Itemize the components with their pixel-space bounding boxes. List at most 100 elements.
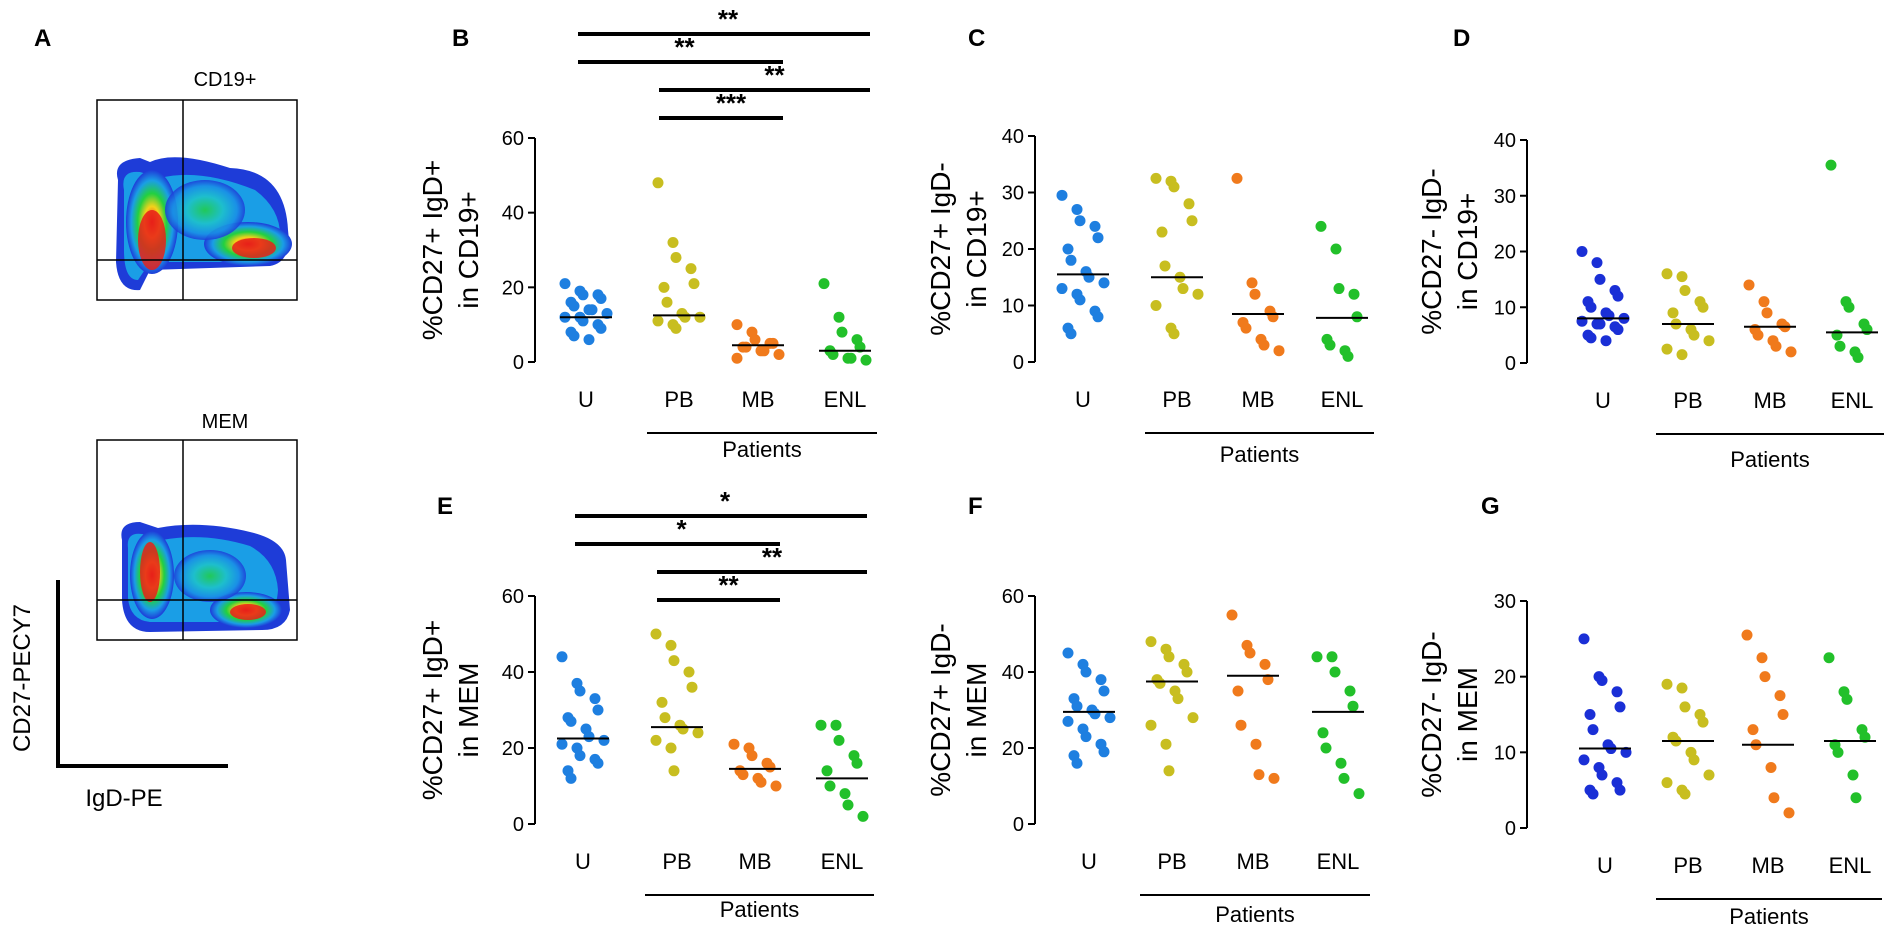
y-tick-label: 40: [502, 662, 524, 684]
y-tick-label: 40: [1494, 130, 1516, 152]
category-label-enl: ENL: [1829, 853, 1872, 878]
data-point-enl: [1843, 301, 1855, 313]
data-point-u: [1065, 254, 1077, 266]
y-axis-label-line: in CD19+: [1452, 193, 1483, 311]
flow-title-mem: MEM: [202, 411, 249, 433]
category-label-mb: MB: [1754, 388, 1787, 413]
panel-d: D 0 10 20 30 40 %CD27- IgD-in CD19+ U PB MB ENL Pat…: [1416, 25, 1884, 472]
data-point-u: [1104, 712, 1116, 724]
data-point-enl: [1338, 772, 1350, 784]
data-point-mb: [1268, 772, 1280, 784]
category-label-enl: ENL: [1321, 387, 1364, 412]
panel-label-c: C: [968, 25, 985, 52]
data-point-u: [568, 300, 580, 312]
data-point-pb: [1145, 719, 1157, 731]
y-tick-label: 40: [502, 203, 524, 225]
panel-label-a: A: [34, 25, 51, 52]
data-point-enl: [1861, 324, 1873, 336]
category-label-mb: MB: [739, 849, 772, 874]
data-point-u: [598, 734, 610, 746]
data-point-pb: [1168, 181, 1180, 193]
data-point-u: [1600, 335, 1612, 347]
data-point-u: [1080, 666, 1092, 678]
data-point-u: [1612, 290, 1624, 302]
data-point-enl: [1832, 746, 1844, 758]
data-point-mb: [1774, 690, 1786, 702]
data-point-pb: [1661, 343, 1673, 355]
data-point-pb: [670, 322, 682, 334]
data-point-pb: [668, 765, 680, 777]
data-point-u: [1591, 257, 1603, 269]
flow-x-axis-label: IgD-PE: [85, 785, 162, 812]
data-point-pb: [1661, 268, 1673, 280]
category-label-mb: MB: [742, 387, 775, 412]
y-tick-label: 30: [1494, 186, 1516, 208]
data-point-u: [1612, 324, 1624, 336]
data-point-u: [1576, 315, 1588, 327]
data-point-u: [1080, 731, 1092, 743]
y-tick-label: 30: [1494, 591, 1516, 613]
category-label-pb: PB: [1673, 388, 1702, 413]
data-point-u: [1596, 769, 1608, 781]
data-point-mb: [731, 319, 743, 331]
data-point-u: [1098, 277, 1110, 289]
data-point-u: [1578, 754, 1590, 766]
data-point-u: [1584, 709, 1596, 720]
y-axis-label-line: in CD19+: [453, 191, 484, 309]
data-point-pb: [650, 628, 662, 640]
data-point-pb: [679, 311, 691, 323]
data-point-pb: [1156, 226, 1168, 238]
data-point-mb: [1783, 807, 1795, 819]
data-point-mb: [1759, 671, 1771, 683]
category-label-pb: PB: [1162, 387, 1191, 412]
data-point-u: [586, 304, 598, 316]
data-point-u: [565, 772, 577, 784]
data-point-pb: [1688, 329, 1700, 341]
significance-stars: **: [762, 542, 783, 572]
data-point-enl: [1348, 288, 1360, 300]
data-point-enl: [836, 326, 848, 338]
data-point-mb: [1246, 277, 1258, 289]
patients-group-label: Patients: [1215, 902, 1295, 927]
data-point-enl: [1347, 700, 1359, 712]
data-point-u: [1585, 301, 1597, 313]
y-tick-label: 20: [1002, 738, 1024, 760]
data-point-u: [1065, 328, 1077, 340]
category-label-pb: PB: [664, 387, 693, 412]
data-point-enl: [851, 757, 863, 769]
data-point-mb: [770, 780, 782, 792]
data-point-pb: [1172, 693, 1184, 705]
y-axis-label-line: in MEM: [453, 663, 484, 758]
data-point-pb: [665, 742, 677, 754]
data-point-pb: [677, 723, 689, 735]
data-point-mb: [746, 750, 758, 762]
data-point-mb: [1232, 685, 1244, 697]
data-point-pb: [686, 681, 698, 693]
data-point-pb: [694, 311, 706, 323]
data-point-pb: [688, 278, 700, 290]
data-point-pb: [1676, 682, 1688, 694]
y-axis-label-line: %CD27- IgD-: [1416, 631, 1447, 797]
data-point-u: [565, 715, 577, 727]
data-point-enl: [1335, 757, 1347, 769]
data-point-u: [1074, 294, 1086, 306]
data-point-mb: [728, 738, 740, 750]
data-point-mb: [773, 349, 785, 361]
data-point-enl: [1315, 220, 1327, 232]
data-point-mb: [1273, 345, 1285, 357]
data-point-mb: [1250, 738, 1262, 750]
data-point-u: [1614, 701, 1626, 713]
y-tick-label: 0: [1505, 818, 1516, 840]
data-point-u: [592, 704, 604, 716]
panel-f: F 0 20 40 60 %CD27+ IgD-in MEM U PB MB ENL Patient…: [925, 493, 1370, 927]
flow-plot-mem: MEM: [96, 411, 298, 641]
data-point-mb: [1777, 709, 1789, 720]
data-point-mb: [1743, 279, 1755, 291]
data-point-enl: [1351, 311, 1363, 323]
data-point-pb: [1679, 285, 1691, 297]
y-tick-label: 40: [1002, 126, 1024, 148]
data-point-mb: [731, 352, 743, 364]
significance-stars: **: [718, 4, 739, 34]
data-point-mb: [737, 769, 749, 781]
